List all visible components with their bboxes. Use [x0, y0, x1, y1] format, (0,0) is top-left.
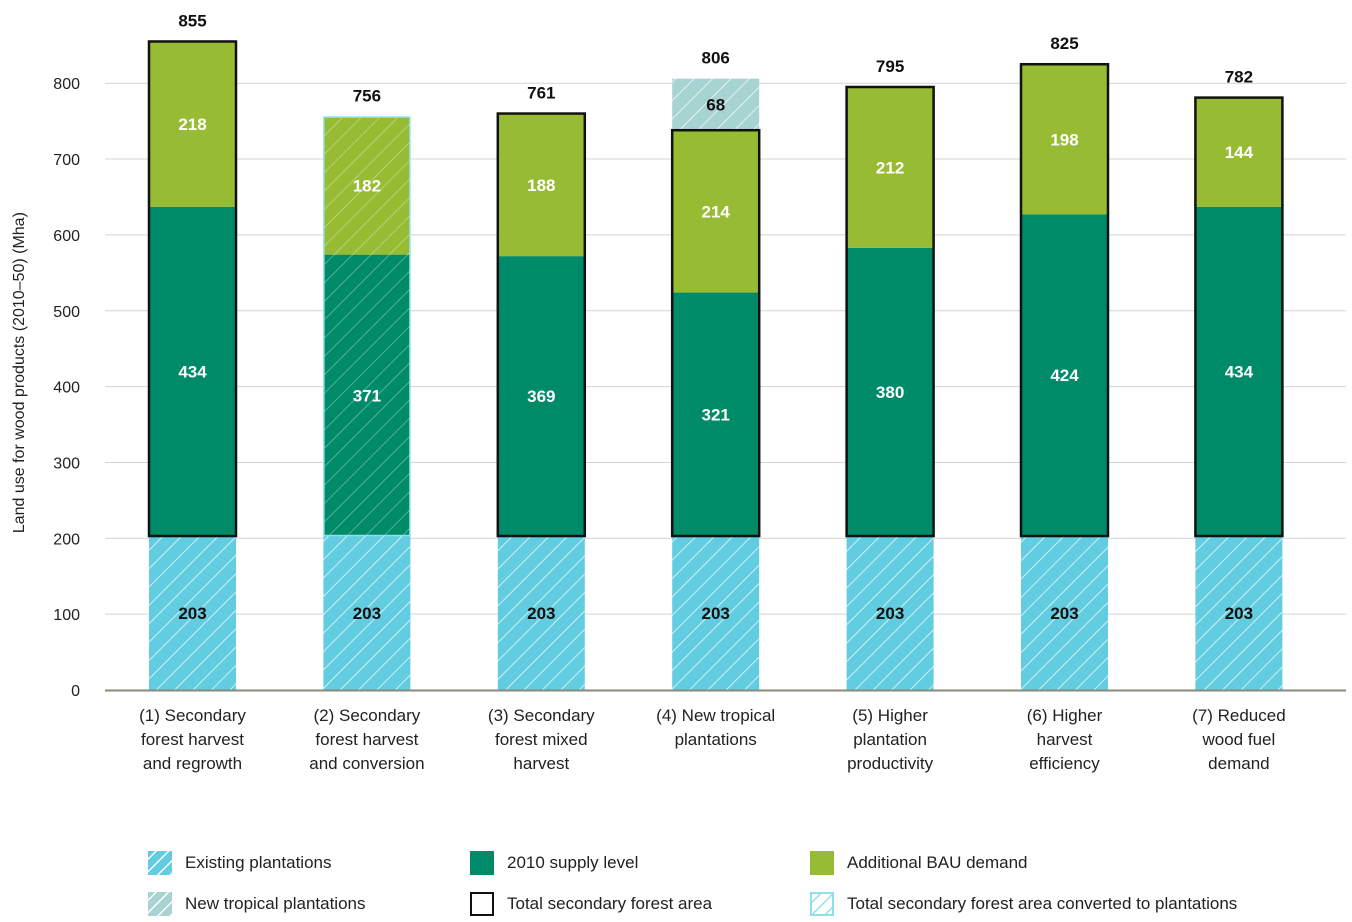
secondary-forest-outline	[1019, 62, 1110, 538]
bar-segment	[672, 292, 760, 537]
x-tick-label: (5) Higher	[852, 706, 928, 725]
y-tick-label: 400	[53, 380, 80, 397]
x-tick-label: harvest	[513, 754, 569, 773]
data-label: 68	[706, 95, 725, 114]
bar-segment	[1021, 214, 1108, 537]
converted-overlay	[323, 116, 411, 537]
bar-segment	[672, 536, 760, 690]
data-label: 203	[1225, 604, 1253, 623]
bar-segment	[672, 130, 760, 293]
secondary-forest-outline	[147, 40, 238, 538]
secondary-forest-outline	[1194, 96, 1284, 538]
y-axis-title: Land use for wood products (2010–50) (Mh…	[11, 212, 28, 533]
x-tick-label: forest mixed	[495, 730, 588, 749]
total-label: 855	[178, 11, 206, 30]
x-tick-label: wood fuel	[1202, 730, 1276, 749]
data-label: 369	[527, 387, 555, 406]
y-tick-label: 100	[53, 607, 80, 624]
y-tick-label: 600	[53, 228, 80, 245]
total-label: 782	[1225, 68, 1253, 87]
bar-segment	[323, 536, 411, 690]
bar-segment	[497, 536, 585, 690]
total-label: 761	[527, 84, 555, 103]
total-label: 806	[702, 49, 730, 68]
data-label: 214	[702, 202, 731, 221]
bar-segment	[846, 86, 934, 248]
y-tick-label: 700	[53, 152, 80, 169]
x-tick-label: (7) Reduced	[1192, 706, 1286, 725]
data-label: 371	[353, 386, 381, 405]
y-tick-label: 500	[53, 304, 80, 321]
bar-segment	[497, 256, 585, 537]
bar-segment	[1021, 64, 1108, 215]
total-label: 795	[876, 57, 904, 76]
x-tick-label: productivity	[847, 754, 933, 773]
data-label: 203	[876, 604, 904, 623]
data-label: 218	[178, 115, 206, 134]
data-label: 182	[353, 177, 381, 196]
secondary-forest-outline	[845, 85, 935, 538]
x-tick-label: demand	[1208, 754, 1269, 773]
x-tick-label: plantations	[675, 730, 757, 749]
bar-segment	[672, 78, 760, 131]
x-tick-label: (1) Secondary	[139, 706, 246, 725]
data-label: 198	[1050, 130, 1078, 149]
x-tick-label: (3) Secondary	[488, 706, 595, 725]
data-label: 203	[178, 604, 206, 623]
data-label: 203	[1050, 604, 1078, 623]
x-tick-label: (2) Secondary	[314, 706, 421, 725]
bar-segment	[1195, 97, 1283, 207]
x-tick-label: harvest	[1037, 730, 1093, 749]
data-label: 203	[353, 604, 381, 623]
bar-segment	[1195, 536, 1283, 690]
total-label: 825	[1050, 34, 1078, 53]
data-label: 434	[1225, 362, 1254, 381]
y-tick-label: 0	[71, 683, 80, 700]
data-label: 203	[527, 604, 555, 623]
data-label: 203	[702, 604, 730, 623]
data-label: 380	[876, 383, 904, 402]
x-tick-label: and regrowth	[143, 754, 242, 773]
converted-outline	[323, 116, 411, 537]
x-tick-label: forest harvest	[141, 730, 244, 749]
y-tick-label: 800	[53, 76, 80, 93]
data-label: 188	[527, 176, 555, 195]
y-tick-label: 200	[53, 531, 80, 548]
bar-segment	[1021, 536, 1108, 690]
secondary-forest-outline	[496, 112, 587, 538]
x-tick-label: (6) Higher	[1027, 706, 1103, 725]
data-label: 212	[876, 158, 904, 177]
bar-segment	[149, 536, 236, 690]
total-label: 756	[353, 87, 381, 106]
data-label: 424	[1050, 366, 1079, 385]
data-label: 144	[1225, 143, 1254, 162]
bar-segment	[497, 113, 585, 257]
x-tick-label: forest harvest	[315, 730, 418, 749]
x-tick-label: efficiency	[1029, 754, 1100, 773]
x-tick-label: plantation	[853, 730, 927, 749]
y-tick-label: 300	[53, 455, 80, 472]
x-tick-label: (4) New tropical	[656, 706, 775, 725]
bar-segment	[846, 247, 934, 537]
secondary-forest-outline	[670, 128, 761, 538]
x-tick-label: and conversion	[309, 754, 424, 773]
bar-segment	[846, 536, 934, 690]
bar-segment	[149, 41, 236, 207]
bar-segment	[149, 206, 236, 537]
data-label: 434	[178, 362, 207, 381]
data-label: 321	[702, 405, 730, 424]
bar-segment	[1195, 206, 1283, 537]
